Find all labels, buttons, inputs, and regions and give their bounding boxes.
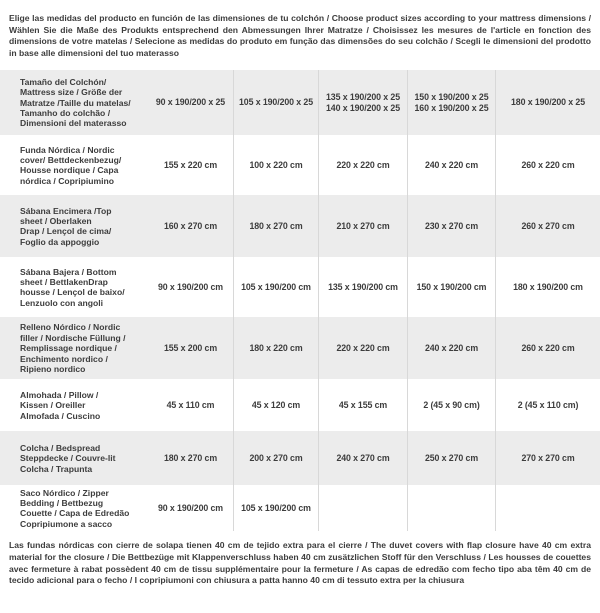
- table-row-duvet-cover: Funda Nórdica / Nordic cover/ Bettdecken…: [0, 135, 600, 196]
- size-cell: 210 x 270 cm: [318, 195, 407, 258]
- table-row-top-sheet: Sábana Encimera /Top sheet / Oberlaken D…: [0, 195, 600, 258]
- size-cell: 240 x 270 cm: [318, 431, 407, 486]
- size-cell: 45 x 155 cm: [318, 379, 407, 432]
- size-cell: 260 x 270 cm: [495, 195, 600, 258]
- row-label-top-sheet: Sábana Encimera /Top sheet / Oberlaken D…: [20, 205, 112, 247]
- row-label-mattress-size: Tamaño del Colchón/ Mattress size / Größ…: [20, 76, 131, 129]
- size-cell: 105 x 190/200 cm: [233, 485, 318, 532]
- row-label-nordic-filler: Relleno Nórdico / Nordic filler / Nordis…: [20, 322, 126, 374]
- size-cell: 90 x 190/200 cm: [157, 281, 224, 292]
- column-header-cell: 135 x 190/200 x 25 140 x 190/200 x 25: [318, 70, 407, 136]
- table-row-bottom-sheet: Sábana Bajera / Bottom sheet / Bettlaken…: [0, 257, 600, 318]
- size-cell: 155 x 220 cm: [163, 159, 218, 170]
- table-row-nordic-filler: Relleno Nórdico / Nordic filler / Nordis…: [0, 317, 600, 380]
- row-label-zipper-bedding: Saco Nórdico / Zipper Bedding / Bettbezu…: [20, 487, 130, 529]
- size-cell: 45 x 110 cm: [166, 399, 215, 410]
- size-cell: 260 x 220 cm: [495, 317, 600, 380]
- size-cell: 240 x 220 cm: [407, 135, 495, 196]
- size-cell: 200 x 270 cm: [233, 431, 318, 486]
- column-header-cell: 150 x 190/200 x 25 160 x 190/200 x 25: [407, 70, 495, 136]
- size-cell-empty: [407, 485, 495, 532]
- table-row-zipper-bedding: Saco Nórdico / Zipper Bedding / Bettbezu…: [0, 485, 600, 532]
- size-cell: 2 (45 x 90 cm): [407, 379, 495, 432]
- row-label-pillow: Almohada / Pillow / Kissen / Oreiller Al…: [20, 389, 101, 421]
- row-label-bedspread: Colcha / Bedspread Steppdecke / Couvre-l…: [20, 442, 116, 474]
- size-cell: 180 x 270 cm: [163, 452, 218, 463]
- size-cell: 155 x 200 cm: [163, 342, 218, 353]
- size-cell-empty: [495, 485, 600, 532]
- size-cell: 180 x 190/200 cm: [495, 257, 600, 318]
- table-row-mattress-size: Tamaño del Colchón/ Mattress size / Größ…: [0, 70, 600, 136]
- size-cell: 260 x 220 cm: [495, 135, 600, 196]
- footer-note: Las fundas nórdicas con cierre de solapa…: [9, 540, 591, 586]
- size-guide-page: Elige las medidas del producto en funció…: [0, 13, 600, 587]
- row-label-duvet-cover: Funda Nórdica / Nordic cover/ Bettdecken…: [20, 144, 122, 186]
- size-cell: 105 x 190/200 cm: [233, 257, 318, 318]
- size-cell: 240 x 220 cm: [407, 317, 495, 380]
- size-cell: 270 x 270 cm: [495, 431, 600, 486]
- size-cell: 100 x 220 cm: [233, 135, 318, 196]
- column-header-cell: 180 x 190/200 x 25: [495, 70, 600, 136]
- size-table: Tamaño del Colchón/ Mattress size / Größ…: [0, 70, 600, 532]
- size-cell: 220 x 220 cm: [318, 135, 407, 196]
- column-header-cell: 90 x 190/200 x 25: [155, 97, 226, 108]
- size-cell: 150 x 190/200 cm: [407, 257, 495, 318]
- size-cell: 45 x 120 cm: [233, 379, 318, 432]
- size-cell: 230 x 270 cm: [407, 195, 495, 258]
- size-cell: 180 x 270 cm: [233, 195, 318, 258]
- size-cell: 2 (45 x 110 cm): [495, 379, 600, 432]
- column-header-cell: 105 x 190/200 x 25: [233, 70, 318, 136]
- size-cell-empty: [318, 485, 407, 532]
- size-cell: 250 x 270 cm: [407, 431, 495, 486]
- size-cell: 220 x 220 cm: [318, 317, 407, 380]
- table-row-pillow: Almohada / Pillow / Kissen / Oreiller Al…: [0, 379, 600, 432]
- table-row-bedspread: Colcha / Bedspread Steppdecke / Couvre-l…: [0, 431, 600, 486]
- size-cell: 160 x 270 cm: [163, 220, 218, 231]
- intro-text: Elige las medidas del producto en funció…: [9, 13, 591, 58]
- size-cell: 135 x 190/200 cm: [318, 257, 407, 318]
- row-label-bottom-sheet: Sábana Bajera / Bottom sheet / Bettlaken…: [20, 266, 125, 308]
- size-cell: 180 x 220 cm: [233, 317, 318, 380]
- size-cell: 90 x 190/200 cm: [157, 502, 224, 513]
